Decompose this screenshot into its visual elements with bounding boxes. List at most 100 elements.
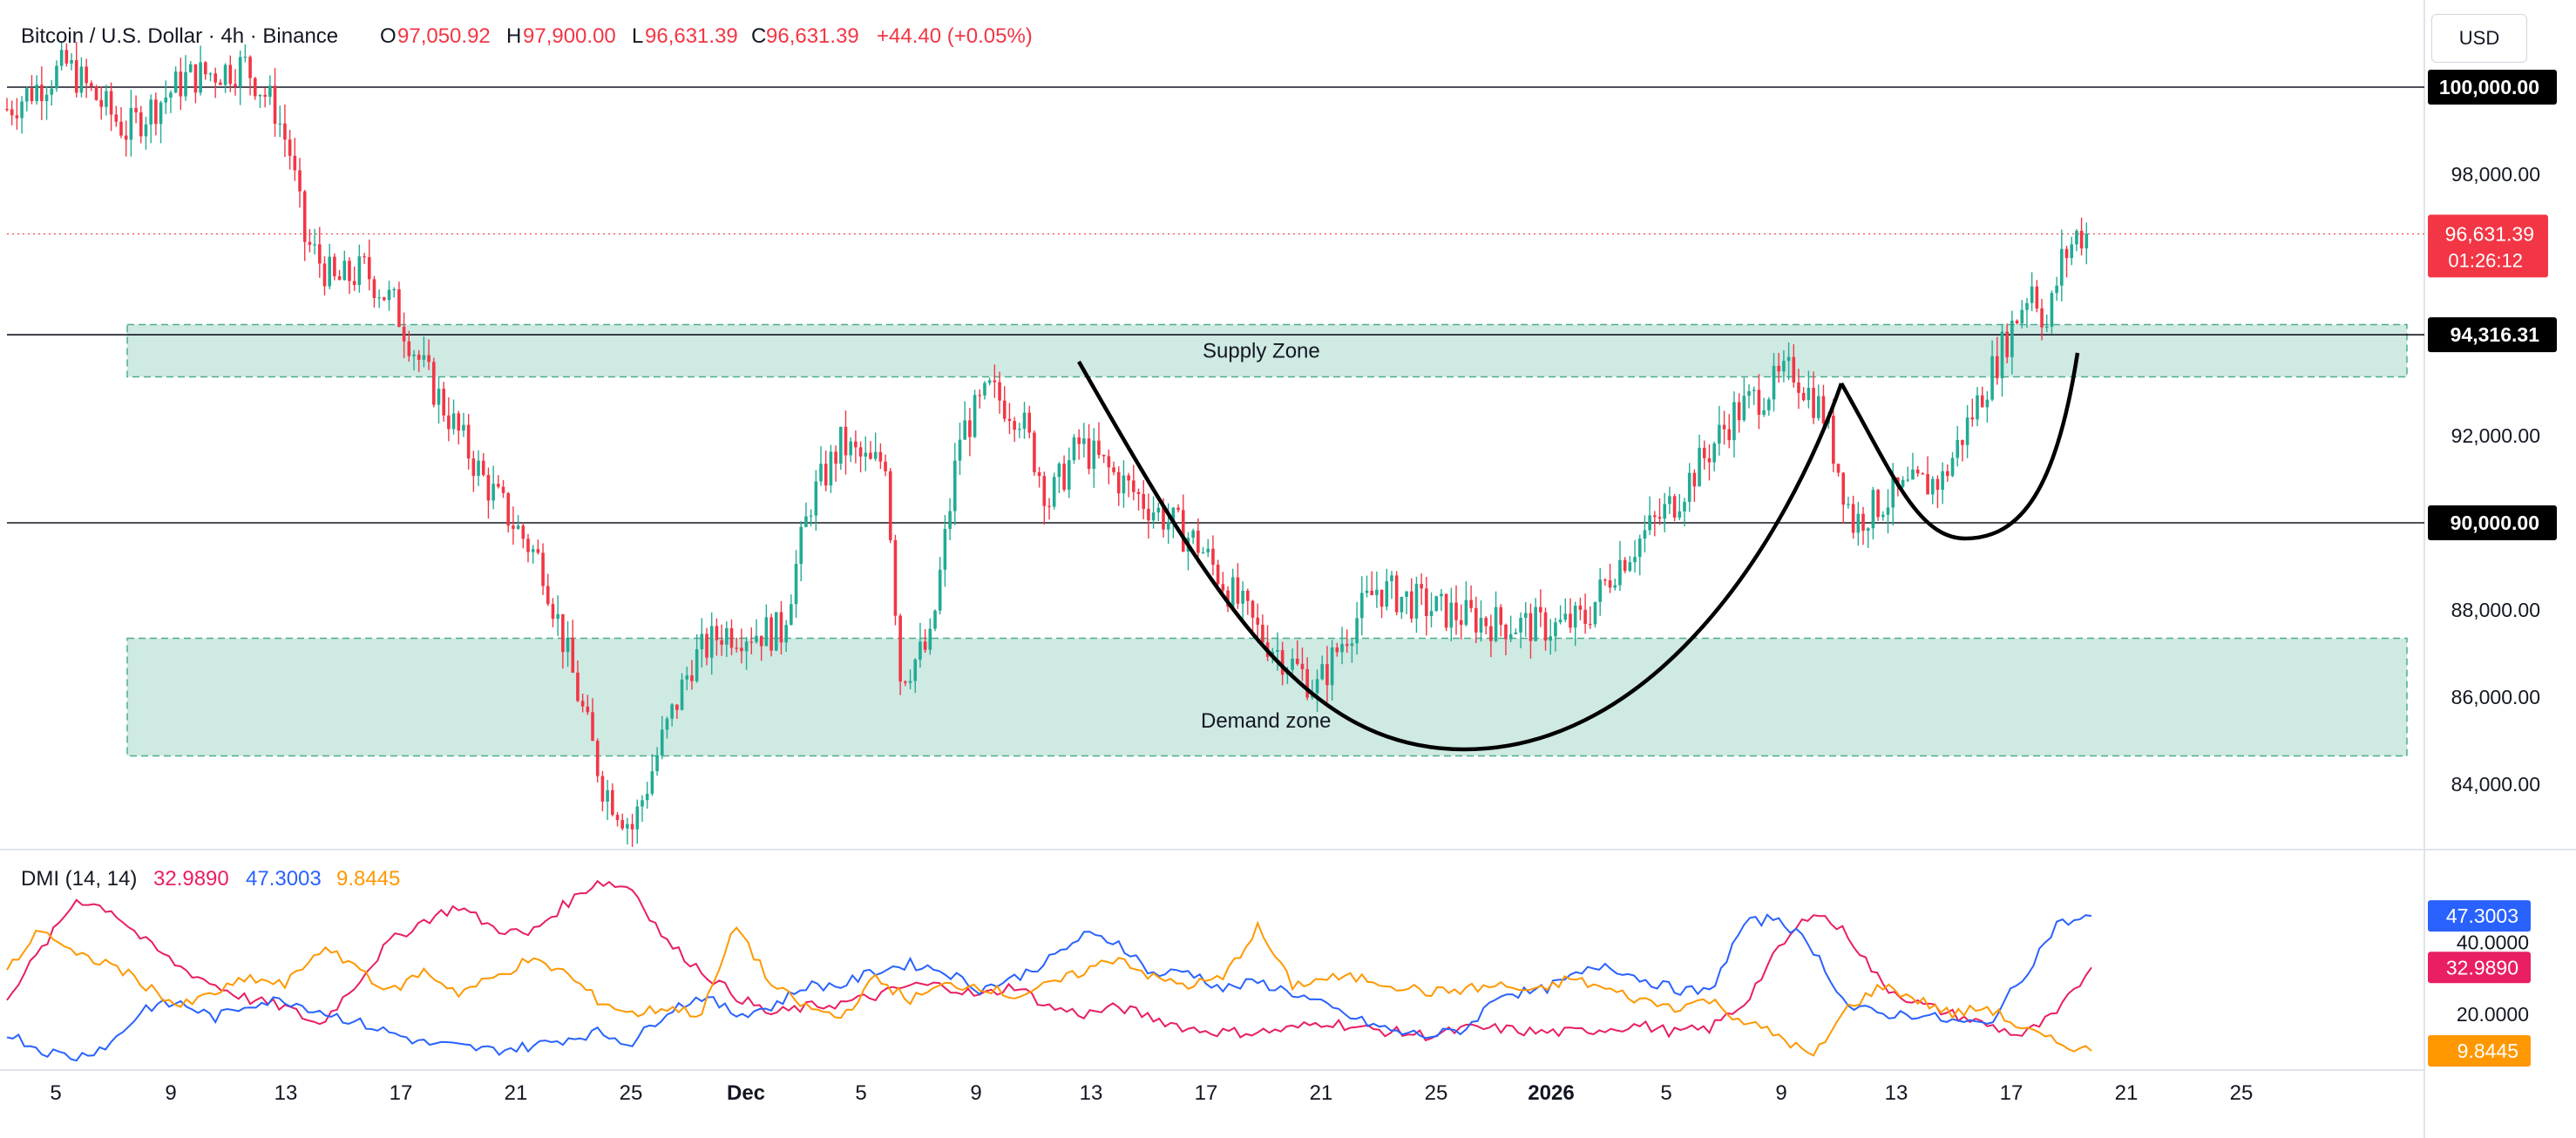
- candle-body: [219, 82, 222, 85]
- change-value: +44.40 (+0.05%): [877, 24, 1033, 48]
- candle-body: [2000, 331, 2004, 379]
- candle-body: [715, 626, 719, 640]
- candle-body: [1390, 575, 1393, 582]
- candle-body: [2010, 320, 2014, 357]
- candle-body: [1672, 496, 1677, 518]
- candle-body: [1866, 528, 1870, 532]
- candle-body: [263, 94, 267, 98]
- candle-body: [1941, 471, 1944, 491]
- candle-body: [477, 460, 480, 477]
- cup-and-handle-drawing: [1077, 352, 2080, 752]
- candle-body: [864, 452, 868, 457]
- candle-body: [1291, 658, 1294, 670]
- candle-body: [159, 102, 163, 125]
- candle-body: [1583, 609, 1587, 625]
- candle-body: [784, 625, 788, 643]
- candle-body: [302, 191, 307, 242]
- candle-body: [2064, 248, 2069, 259]
- candle-body: [1295, 658, 1299, 664]
- candle-body: [963, 420, 966, 440]
- candle-body: [506, 492, 511, 526]
- candle-body: [1047, 505, 1051, 507]
- time-tick-label: Dec: [727, 1081, 765, 1105]
- candle-body: [1930, 478, 1935, 495]
- price-tick-label: 98,000.00: [2451, 163, 2540, 186]
- candle-body: [720, 640, 723, 645]
- hline-price-label-2: [2428, 317, 2557, 353]
- candle-body: [1007, 418, 1012, 422]
- candle-body: [1906, 479, 1910, 481]
- dmi-title[interactable]: DMI (14, 14): [21, 867, 137, 891]
- hline-price-label-1: [2428, 505, 2557, 540]
- candle-body: [1092, 440, 1096, 470]
- candle-body: [774, 612, 778, 651]
- candle-body: [208, 73, 213, 75]
- dmi-value-box-text-plus_di: 47.3003: [2446, 904, 2518, 927]
- candle-body: [114, 114, 119, 122]
- candle-body: [342, 261, 347, 281]
- candle-body: [749, 641, 754, 643]
- candle-body: [1851, 504, 1855, 533]
- candle-body: [1637, 539, 1642, 558]
- candle-body: [2035, 286, 2039, 309]
- candle-body: [1484, 618, 1488, 627]
- candle-body: [1786, 356, 1791, 362]
- candle-body: [357, 256, 362, 286]
- candle-body: [1276, 650, 1279, 652]
- candle-body: [293, 155, 297, 171]
- currency-selector-button[interactable]: USD: [2431, 14, 2527, 63]
- high-value: 97,900.00: [523, 24, 616, 48]
- candle-body: [258, 94, 262, 97]
- candle-body: [1534, 606, 1537, 641]
- candle-body: [933, 610, 937, 629]
- candle-body: [169, 92, 173, 98]
- candle-body: [442, 389, 445, 416]
- candle-body: [5, 109, 9, 111]
- ohlc-legend: O 97,050.92 H 97,900.00 L 96,631.39 C 96…: [380, 24, 1033, 48]
- candle-body: [1414, 584, 1419, 619]
- zones-layer: Supply Zone Demand zone: [126, 323, 2408, 757]
- candle-body: [1628, 562, 1632, 572]
- candle-body: [566, 637, 570, 653]
- candle-body: [90, 83, 93, 87]
- candle-body: [655, 755, 659, 772]
- candle-body: [383, 297, 386, 301]
- candle-body: [1087, 438, 1091, 470]
- candle-body: [1573, 605, 1577, 628]
- candle-body: [1588, 624, 1592, 626]
- candle-body: [1102, 455, 1106, 457]
- candle-body: [755, 635, 758, 642]
- price-axis[interactable]: 84,000.00 86,000.00 88,000.00 92,000.00 98,0…: [2428, 70, 2557, 1067]
- candle-body: [1033, 432, 1036, 472]
- candle-body: [1836, 464, 1840, 473]
- candle-body: [1226, 590, 1230, 607]
- candle-body: [809, 515, 813, 517]
- candle-body: [422, 355, 426, 360]
- candle-body: [486, 475, 491, 501]
- candle-body: [1683, 501, 1686, 511]
- candle-body: [1464, 599, 1468, 626]
- candle-body: [1459, 620, 1463, 626]
- candle-body: [1514, 632, 1518, 634]
- candle-body: [288, 139, 292, 156]
- low-label: L: [632, 24, 643, 48]
- dmi-series-adx: [6, 920, 2092, 1057]
- candle-body: [1241, 591, 1244, 604]
- candle-body: [2040, 308, 2044, 328]
- candle-body: [660, 729, 664, 755]
- candle-body: [1718, 424, 1721, 444]
- candle-body: [1305, 668, 1309, 698]
- candle-body: [1653, 515, 1657, 518]
- candle-body: [556, 613, 559, 620]
- candle-body: [1698, 447, 1701, 487]
- candle-body: [1042, 476, 1047, 506]
- candle-body: [973, 395, 977, 437]
- supply-zone-label: Supply Zone: [1203, 340, 1320, 363]
- time-axis[interactable]: 5 9 13 17 21 25 Dec 5 9 13 17 21 25 2026 5 9 13 17 21 25: [50, 1081, 2253, 1105]
- candle-body: [1022, 412, 1027, 430]
- candle-body: [1712, 444, 1716, 463]
- time-tick-label: 25: [620, 1081, 643, 1105]
- candle-body: [278, 123, 282, 125]
- symbol-title[interactable]: Bitcoin / U.S. Dollar · 4h · Binance: [21, 24, 338, 48]
